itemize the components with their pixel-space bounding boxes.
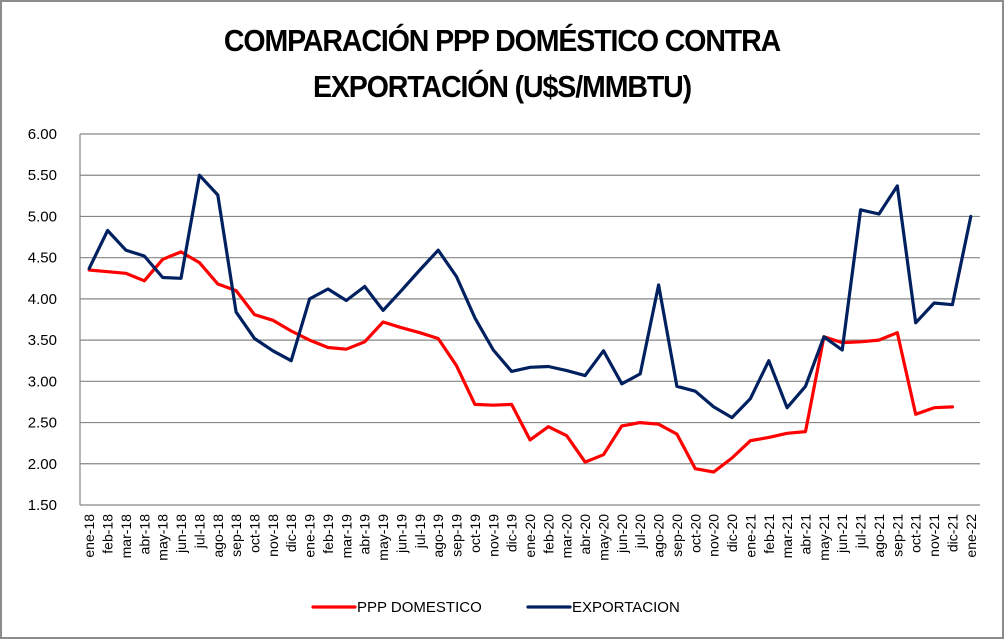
x-tick-label: feb-18 [100, 514, 116, 554]
x-tick-label: oct-20 [687, 514, 703, 553]
y-tick-label: 3.50 [28, 332, 57, 349]
y-axis-ticks: 6.00 5.50 5.00 4.50 4.00 3.50 3.00 2.50 2.00 1.50 [28, 126, 57, 514]
x-tick-label: mar-19 [338, 514, 354, 559]
x-tick-label: jun-19 [393, 514, 409, 554]
x-tick-label: abr-19 [357, 514, 373, 555]
chart-title-line-1: COMPARACIÓN PPP DOMÉSTICO CONTRA [223, 23, 781, 58]
x-tick-label: feb-20 [540, 514, 556, 554]
x-tick-label: ago-19 [430, 514, 446, 558]
legend: PPP DOMESTICO EXPORTACION [311, 599, 680, 616]
x-tick-label: mar-18 [118, 514, 134, 559]
series-line-exportacion [87, 173, 973, 420]
x-tick-label: feb-21 [761, 514, 777, 554]
x-tick-label: ene-20 [522, 514, 538, 558]
x-tick-label: ene-22 [963, 514, 979, 558]
chart-title-line-2: EXPORTACIÓN (U$S/MMBTU) [312, 69, 692, 104]
legend-label: EXPORTACION [572, 599, 680, 616]
y-tick-label: 5.00 [28, 208, 57, 225]
axes [79, 134, 980, 506]
x-tick-label: ago-20 [651, 514, 667, 558]
x-tick-label: jun-20 [614, 514, 630, 554]
x-tick-label: dic-21 [944, 514, 960, 552]
x-tick-label: dic-18 [283, 514, 299, 552]
y-tick-label: 3.00 [28, 373, 57, 390]
series-lines [87, 173, 973, 474]
x-tick-label: ago-21 [871, 514, 887, 558]
x-tick-label: abr-18 [136, 514, 152, 555]
x-tick-label: ene-18 [81, 514, 97, 558]
x-tick-label: jun-21 [834, 514, 850, 554]
x-tick-label: jul-18 [191, 514, 207, 549]
x-tick-label: jul-19 [412, 514, 428, 549]
x-axis-ticks: ene-18 feb-18 mar-18 abr-18 may-18 jun-18 jul-… [81, 514, 979, 561]
x-tick-label: may-21 [816, 514, 832, 561]
series-line-ppp-domestico [87, 250, 954, 474]
x-tick-label: jun-18 [173, 514, 189, 554]
y-tick-label: 1.50 [28, 497, 57, 514]
y-tick-label: 4.00 [28, 291, 57, 308]
x-tick-label: oct-18 [246, 514, 262, 553]
x-tick-label: abr-21 [798, 514, 814, 555]
x-tick-label: may-20 [595, 514, 611, 561]
x-tick-label: nov-20 [706, 514, 722, 557]
x-tick-label: may-18 [155, 514, 171, 561]
x-tick-label: dic-19 [504, 514, 520, 552]
x-tick-label: feb-19 [320, 514, 336, 554]
y-tick-label: 2.50 [28, 415, 57, 432]
x-tick-label: jul-21 [853, 514, 869, 549]
x-tick-label: sep-18 [228, 514, 244, 557]
y-tick-label: 4.50 [28, 250, 57, 267]
chart-title: COMPARACIÓN PPP DOMÉSTICO CONTRA EXPORTA… [40, 18, 964, 110]
x-tick-label: nov-21 [926, 514, 942, 557]
gridlines [80, 133, 980, 465]
x-tick-label: sep-20 [669, 514, 685, 557]
x-tick-label: ago-18 [210, 514, 226, 558]
x-tick-label: abr-20 [577, 514, 593, 555]
x-tick-label: sep-19 [449, 514, 465, 557]
x-tick-label: oct-21 [908, 514, 924, 553]
y-tick-label: 5.50 [28, 167, 57, 184]
y-tick-label: 2.00 [28, 456, 57, 473]
x-tick-label: dic-20 [724, 514, 740, 552]
x-tick-label: nov-18 [265, 514, 281, 557]
x-tick-label: mar-21 [779, 514, 795, 559]
x-tick-label: sep-21 [889, 514, 905, 557]
x-tick-label: jul-20 [632, 514, 648, 549]
x-tick-label: mar-20 [559, 514, 575, 559]
x-tick-label: may-19 [375, 514, 391, 561]
y-tick-label: 6.00 [28, 126, 57, 143]
x-tick-label: nov-19 [485, 514, 501, 557]
x-tick-label: ene-21 [742, 514, 758, 558]
x-tick-label: oct-19 [467, 514, 483, 553]
legend-label: PPP DOMESTICO [357, 599, 482, 616]
x-tick-label: ene-19 [302, 514, 318, 558]
